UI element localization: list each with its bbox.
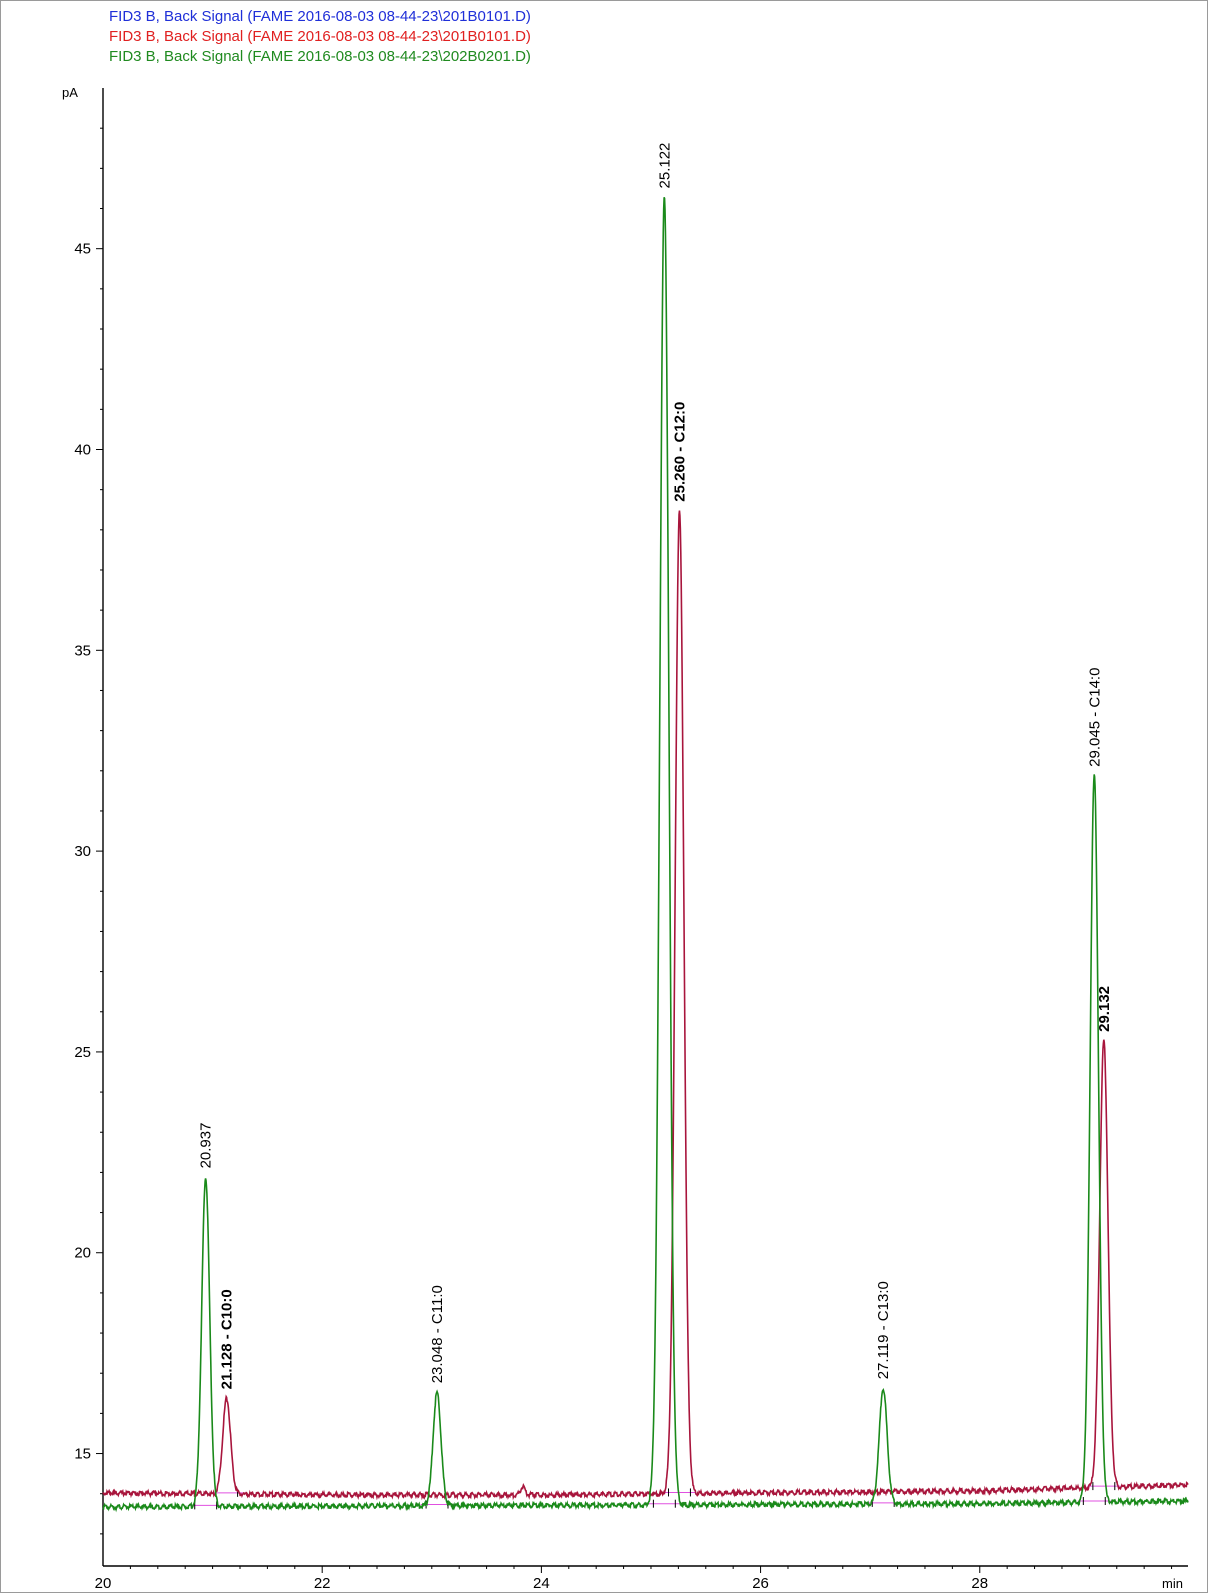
peak-label: 25.260 - C12:0 [671, 402, 688, 502]
x-tick-label: 20 [95, 1575, 112, 1592]
x-axis-unit: min [1162, 1576, 1183, 1591]
peak-label: 29.132 [1096, 986, 1113, 1032]
x-tick-label: 24 [533, 1575, 550, 1592]
y-axis-unit: pA [62, 85, 78, 100]
y-tick-label: 20 [74, 1245, 91, 1262]
legend-entry-signal-2: FID3 B, Back Signal (FAME 2016-08-03 08-… [109, 28, 531, 45]
peak-label: 23.048 - C11:0 [429, 1285, 446, 1383]
y-tick-label: 15 [74, 1446, 91, 1463]
peak-label: 27.119 - C13:0 [875, 1281, 892, 1379]
y-tick-label: 30 [74, 843, 91, 860]
peak-labels: 21.128 - C10:0 25.260 - C12:0 29.132 20.937… [198, 143, 1113, 1390]
y-tick-label: 35 [74, 642, 91, 659]
y-tick-label: 40 [74, 441, 91, 458]
x-tick-label: 28 [971, 1575, 988, 1592]
trace-1 [102, 510, 1189, 1501]
legend: FID3 B, Back Signal (FAME 2016-08-03 08-… [109, 7, 531, 67]
peak-label: 25.122 [656, 143, 673, 189]
x-tick-label: 26 [752, 1575, 769, 1592]
y-tick-label: 25 [74, 1044, 91, 1061]
trace-2 [102, 197, 1189, 1513]
peak-label: 20.937 [198, 1123, 215, 1169]
x-tick-label: 22 [314, 1575, 331, 1592]
y-tick-label: 45 [74, 241, 91, 258]
traces [102, 197, 1189, 1513]
axes: 15 20 25 30 35 40 45 20 22 24 26 28 pA min [62, 85, 1188, 1592]
peak-label: 21.128 - C10:0 [219, 1289, 236, 1389]
legend-entry-signal-3: FID3 B, Back Signal (FAME 2016-08-03 08-… [109, 48, 531, 65]
legend-entry-signal-1: FID3 B, Back Signal (FAME 2016-08-03 08-… [109, 8, 531, 25]
peak-label: 29.045 - C14:0 [1086, 668, 1103, 767]
